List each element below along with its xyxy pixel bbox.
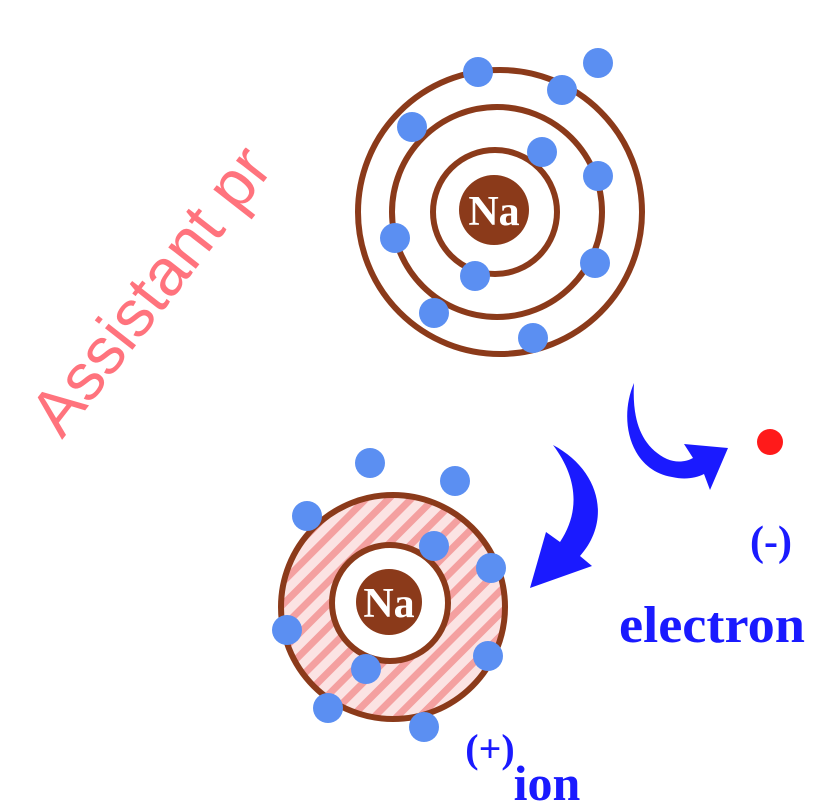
electron <box>547 75 577 105</box>
electron <box>380 223 410 253</box>
electron <box>583 161 613 191</box>
electron <box>351 654 381 684</box>
ion-charge-label: (+) <box>465 726 514 771</box>
electron <box>419 298 449 328</box>
free-electron <box>757 429 783 455</box>
electron-charge-label: (-) <box>750 519 792 565</box>
electron <box>527 137 557 167</box>
watermark-text: Assistant pr <box>15 131 286 448</box>
electron <box>440 466 470 496</box>
ion-nucleus-label: Na <box>363 581 414 627</box>
electron <box>476 553 506 583</box>
inner-shell <box>430 147 560 277</box>
electron <box>460 261 490 291</box>
electron <box>397 112 427 142</box>
outer-shell <box>355 67 645 357</box>
electron-label: electron <box>619 597 805 654</box>
ion-electrons <box>272 448 506 742</box>
electron <box>463 57 493 87</box>
electron <box>419 531 449 561</box>
middle-shell <box>389 104 605 320</box>
electron <box>473 641 503 671</box>
electron <box>580 248 610 278</box>
electron <box>518 323 548 353</box>
sodium-ion: Na <box>272 448 508 742</box>
ion-label: ion <box>514 755 581 805</box>
electron <box>272 615 302 645</box>
ion-nucleus <box>356 569 422 635</box>
arrow-to-electron <box>627 383 728 490</box>
electron <box>409 712 439 742</box>
atom-nucleus <box>459 175 529 245</box>
sodium-atom: Na <box>355 48 645 357</box>
atom-nucleus-label: Na <box>468 189 519 235</box>
electron <box>292 501 322 531</box>
electron <box>355 448 385 478</box>
atom-electrons <box>380 48 613 353</box>
electron <box>583 48 613 78</box>
arrow-to-ion <box>530 445 598 588</box>
electron <box>313 693 343 723</box>
